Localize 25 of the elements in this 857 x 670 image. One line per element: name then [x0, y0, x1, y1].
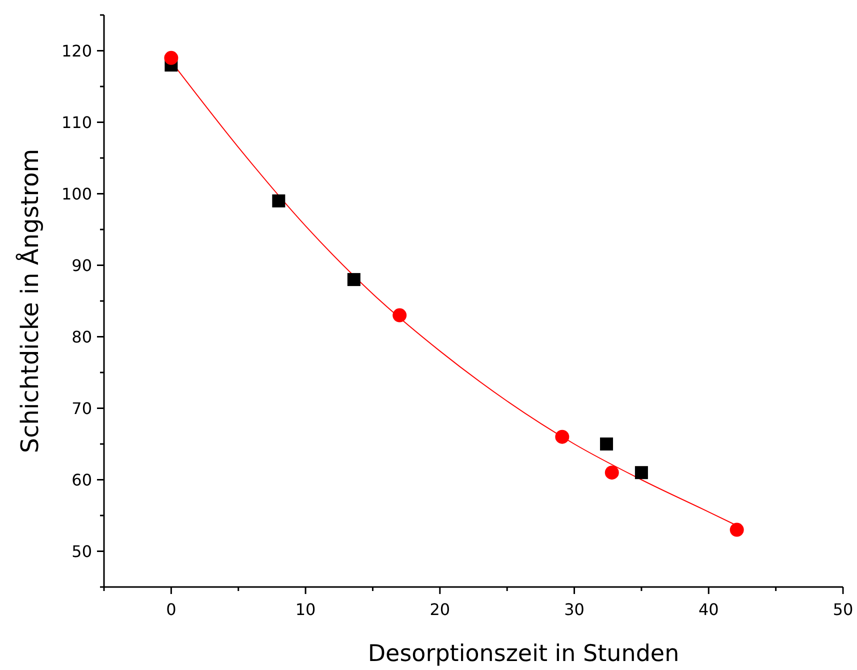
- y-tick-label: 80: [72, 327, 92, 346]
- y-tick-label: 90: [72, 256, 92, 275]
- x-tick-label: 10: [295, 600, 316, 619]
- point: [730, 522, 744, 537]
- y-tick-label: 70: [72, 398, 92, 418]
- point: [634, 466, 648, 480]
- point: [347, 273, 360, 286]
- y-tick-label: 100: [61, 184, 92, 204]
- point: [555, 430, 570, 444]
- x-tick-label: 0: [166, 600, 176, 619]
- y-tick-label: 60: [72, 470, 92, 490]
- x-tick-label: 40: [698, 600, 719, 619]
- point: [604, 466, 619, 480]
- point: [272, 194, 286, 208]
- y-tick-label: 120: [61, 41, 92, 60]
- point: [164, 50, 178, 65]
- x-tick-label: 50: [832, 600, 854, 619]
- y-tick-label: 50: [72, 542, 92, 561]
- point: [392, 308, 407, 322]
- point: [600, 438, 614, 450]
- x-tick-label: 20: [430, 600, 450, 619]
- x-axis-title: Desorptionszeit in Stunden: [368, 641, 680, 667]
- x-tick-label: 30: [564, 600, 584, 619]
- y-tick-label: 110: [61, 112, 92, 132]
- y-axis-title: Schichtdicke in Ångstrom: [15, 148, 44, 454]
